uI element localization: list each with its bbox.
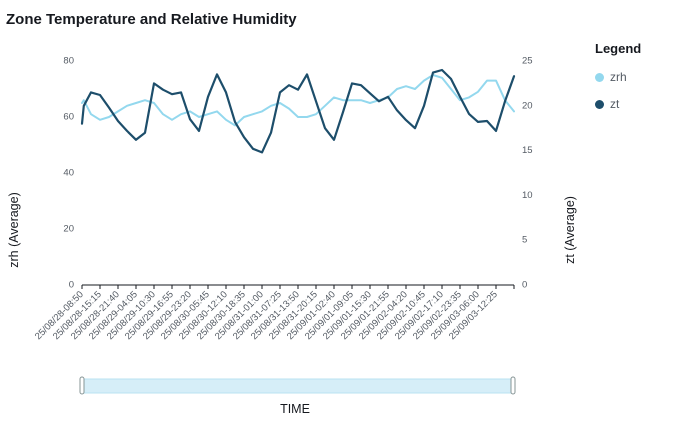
legend-item-zt[interactable]: zt: [595, 97, 641, 111]
right-y-tick-label: 10: [522, 190, 533, 201]
range-selector-track[interactable]: [81, 378, 515, 394]
left-y-tick-label: 40: [63, 168, 74, 179]
right-y-tick-label: 5: [522, 235, 527, 246]
right-y-axis: 0 5 10 15 20 25: [522, 56, 533, 291]
left-y-axis-title: zrh (Average): [7, 192, 21, 268]
right-y-tick-label: 25: [522, 56, 533, 67]
legend-title: Legend: [595, 41, 642, 56]
series-line-zrh: [81, 74, 515, 127]
legend-label-zt: zt: [610, 97, 620, 111]
legend-label-zrh: zrh: [610, 70, 627, 84]
left-y-axis: 0 20 40 60 80: [63, 56, 74, 291]
range-selector-handle-left[interactable]: [79, 376, 85, 395]
range-selector-handle-right[interactable]: [510, 376, 516, 395]
x-axis-title: TIME: [280, 402, 310, 416]
legend: Legend zrh zt: [595, 41, 642, 111]
range-selector[interactable]: [79, 376, 516, 395]
left-y-tick-label: 80: [63, 56, 74, 67]
left-y-tick-label: 0: [69, 280, 74, 291]
chart-title: Zone Temperature and Relative Humidity: [6, 11, 297, 28]
plot-layer: [80, 68, 516, 154]
right-y-tick-label: 20: [522, 100, 533, 111]
x-axis: 25/08/28-08:5025/08/28-15:1525/08/28-21:…: [33, 284, 515, 342]
series-line-zt: [80, 68, 516, 154]
right-y-axis-title: zt (Average): [563, 196, 577, 264]
legend-item-zrh[interactable]: zrh: [595, 70, 641, 84]
right-y-tick-label: 0: [522, 280, 527, 291]
left-y-tick-label: 60: [63, 112, 74, 123]
right-y-tick-label: 15: [522, 145, 533, 156]
legend-swatch-zt: [595, 99, 604, 109]
left-y-tick-label: 20: [63, 224, 74, 235]
legend-swatch-zrh: [595, 72, 604, 82]
